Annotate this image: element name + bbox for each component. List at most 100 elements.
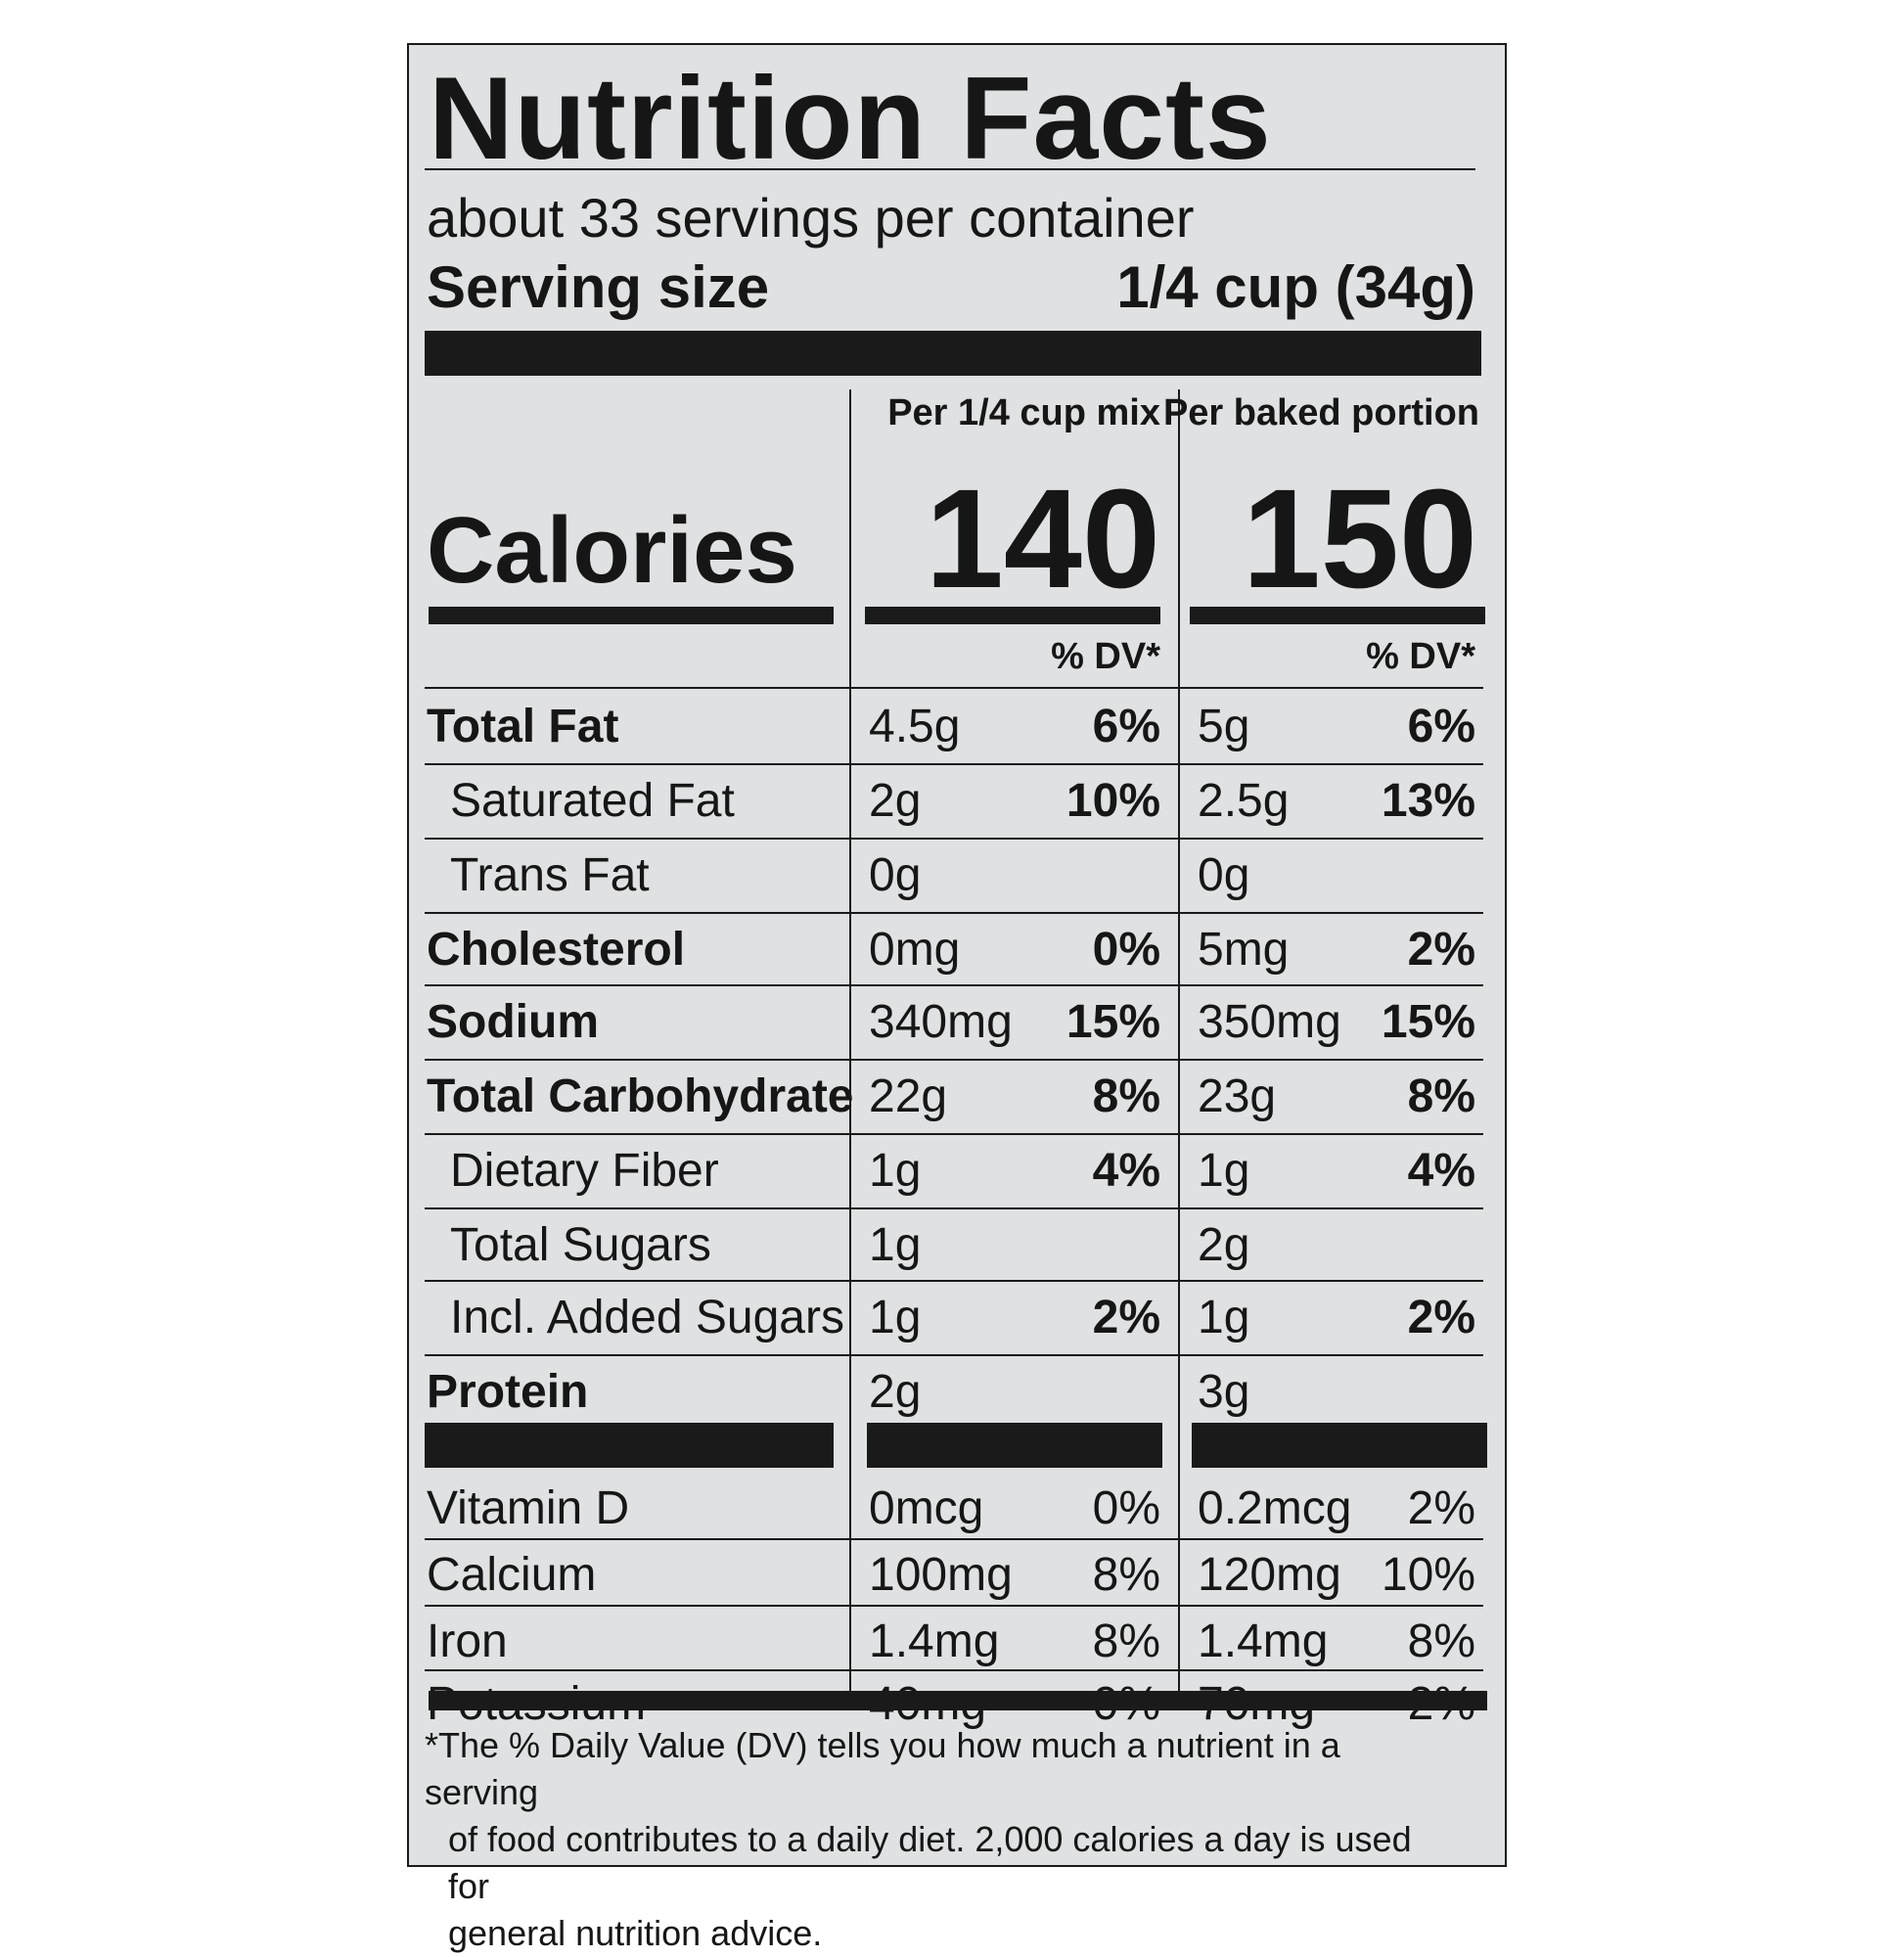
baked-dv: 10% [1381, 1549, 1475, 1601]
baked-dv: 15% [1381, 996, 1475, 1048]
thick-rule-bottom [429, 1691, 1487, 1710]
baked-amount: 5g [1198, 701, 1250, 752]
mix-dv: 2% [1092, 1292, 1160, 1343]
nutrient-name: Total Sugars [450, 1219, 711, 1271]
mix-amount: 2g [869, 1366, 922, 1418]
row-separator [425, 1207, 1483, 1209]
thick-rule-mid-3 [1192, 1423, 1487, 1468]
mix-dv: 8% [1092, 1549, 1160, 1601]
row-separator [425, 1280, 1483, 1282]
mix-amount: 2g [869, 775, 922, 827]
mix-amount: 340mg [869, 996, 1013, 1048]
mix-amount: 1.4mg [869, 1616, 1000, 1667]
baked-amount: 0.2mcg [1198, 1482, 1352, 1534]
mix-dv: 4% [1092, 1145, 1160, 1197]
calories-rule-2 [865, 607, 1160, 624]
nutrient-row-protein: Protein 2g 3g [409, 1356, 1505, 1430]
mix-amount: 0mcg [869, 1482, 984, 1534]
calories-label: Calories [427, 498, 797, 603]
row-separator [425, 1133, 1483, 1135]
baked-dv: 2% [1407, 1292, 1475, 1343]
row-separator [425, 1538, 1483, 1540]
mix-amount: 22g [869, 1070, 948, 1122]
baked-amount: 2.5g [1198, 775, 1290, 827]
nutrient-name: Sodium [427, 996, 599, 1048]
nutrient-name: Dietary Fiber [450, 1145, 719, 1197]
title-rule [425, 168, 1475, 170]
baked-amount: 1.4mg [1198, 1616, 1329, 1667]
serving-size-value: 1/4 cup (34g) [1116, 254, 1475, 320]
mix-dv: 10% [1065, 775, 1160, 827]
baked-amount: 0g [1198, 849, 1250, 901]
dv-header-mix: % DV* [1051, 636, 1160, 677]
calories-rule-1 [429, 607, 834, 624]
baked-dv: 8% [1407, 1616, 1475, 1667]
baked-amount: 350mg [1198, 996, 1341, 1048]
vitamin-row-calcium: Calcium 100mg 8% 120mg 10% [409, 1542, 1505, 1609]
nutrient-name: Trans Fat [450, 849, 650, 901]
mix-dv: 8% [1092, 1616, 1160, 1667]
row-separator [425, 1605, 1483, 1607]
footnote-line: *The % Daily Value (DV) tells you how mu… [425, 1725, 1340, 1812]
nutrient-row-total-fat: Total Fat 4.5g 6% 5g 6% [409, 691, 1505, 764]
vitamin-row-iron: Iron 1.4mg 8% 1.4mg 8% [409, 1609, 1505, 1675]
row-separator [425, 838, 1483, 840]
mix-amount: 1g [869, 1219, 922, 1271]
baked-dv: 6% [1407, 701, 1475, 752]
dv-header-baked: % DV* [1366, 636, 1475, 677]
baked-dv: 2% [1407, 1482, 1475, 1534]
mix-dv: 0% [1092, 1482, 1160, 1534]
mix-dv: 8% [1092, 1070, 1160, 1122]
nutrition-facts-panel: Nutrition Facts about 33 servings per co… [407, 43, 1507, 1953]
nutrient-row-cholesterol: Cholesterol 0mg 0% 5mg 2% [409, 914, 1505, 987]
mix-amount: 0g [869, 849, 922, 901]
row-separator [425, 687, 1483, 689]
baked-amount: 23g [1198, 1070, 1277, 1122]
baked-amount: 3g [1198, 1366, 1250, 1418]
thick-rule-mid-1 [425, 1423, 834, 1468]
nutrient-name: Total Fat [427, 701, 619, 752]
baked-amount: 5mg [1198, 924, 1290, 976]
calories-rule-3 [1190, 607, 1485, 624]
baked-amount: 1g [1198, 1292, 1250, 1343]
mix-amount: 100mg [869, 1549, 1013, 1601]
column-divider-2 [1178, 389, 1180, 1691]
baked-dv: 4% [1407, 1145, 1475, 1197]
nutrient-name: Protein [427, 1366, 589, 1418]
nutrient-row-total-sugars: Total Sugars 1g 2g [409, 1209, 1505, 1283]
nutrient-row-total-carbohydrate: Total Carbohydrate 22g 8% 23g 8% [409, 1061, 1505, 1134]
baked-dv: 13% [1381, 775, 1475, 827]
nutrient-row-saturated-fat: Saturated Fat 2g 10% 2.5g 13% [409, 765, 1505, 839]
row-separator [425, 912, 1483, 914]
baked-dv: 2% [1407, 924, 1475, 976]
footnote-line: general nutrition advice. [448, 1913, 823, 1953]
mix-dv: 15% [1065, 996, 1160, 1048]
vitamin-name: Calcium [427, 1549, 597, 1601]
row-separator [425, 984, 1483, 986]
nutrient-row-sodium: Sodium 340mg 15% 350mg 15% [409, 986, 1505, 1060]
column-header-mix: Per 1/4 cup mix [887, 392, 1160, 433]
mix-dv: 0% [1092, 924, 1160, 976]
row-separator [425, 1059, 1483, 1061]
mix-amount: 1g [869, 1145, 922, 1197]
mix-dv: 6% [1092, 701, 1160, 752]
serving-size-label: Serving size [427, 254, 770, 320]
baked-dv: 8% [1407, 1070, 1475, 1122]
nutrient-name: Incl. Added Sugars [450, 1292, 844, 1343]
footnote: *The % Daily Value (DV) tells you how mu… [425, 1722, 1462, 1957]
nutrient-name: Cholesterol [427, 924, 686, 976]
baked-amount: 1g [1198, 1145, 1250, 1197]
nutrient-name: Total Carbohydrate [427, 1070, 854, 1122]
nutrient-row-dietary-fiber: Dietary Fiber 1g 4% 1g 4% [409, 1135, 1505, 1208]
row-separator [425, 1354, 1483, 1356]
servings-per-container: about 33 servings per container [427, 187, 1195, 249]
nutrient-row-added-sugars: Incl. Added Sugars 1g 2% 1g 2% [409, 1282, 1505, 1355]
calories-mix: 140 [925, 460, 1160, 617]
thick-rule-top [425, 331, 1481, 376]
mix-amount: 1g [869, 1292, 922, 1343]
row-separator [425, 763, 1483, 765]
vitamin-name: Vitamin D [427, 1482, 630, 1534]
mix-amount: 4.5g [869, 701, 961, 752]
vitamin-name: Iron [427, 1616, 508, 1667]
footnote-line: of food contributes to a daily diet. 2,0… [448, 1819, 1412, 1906]
